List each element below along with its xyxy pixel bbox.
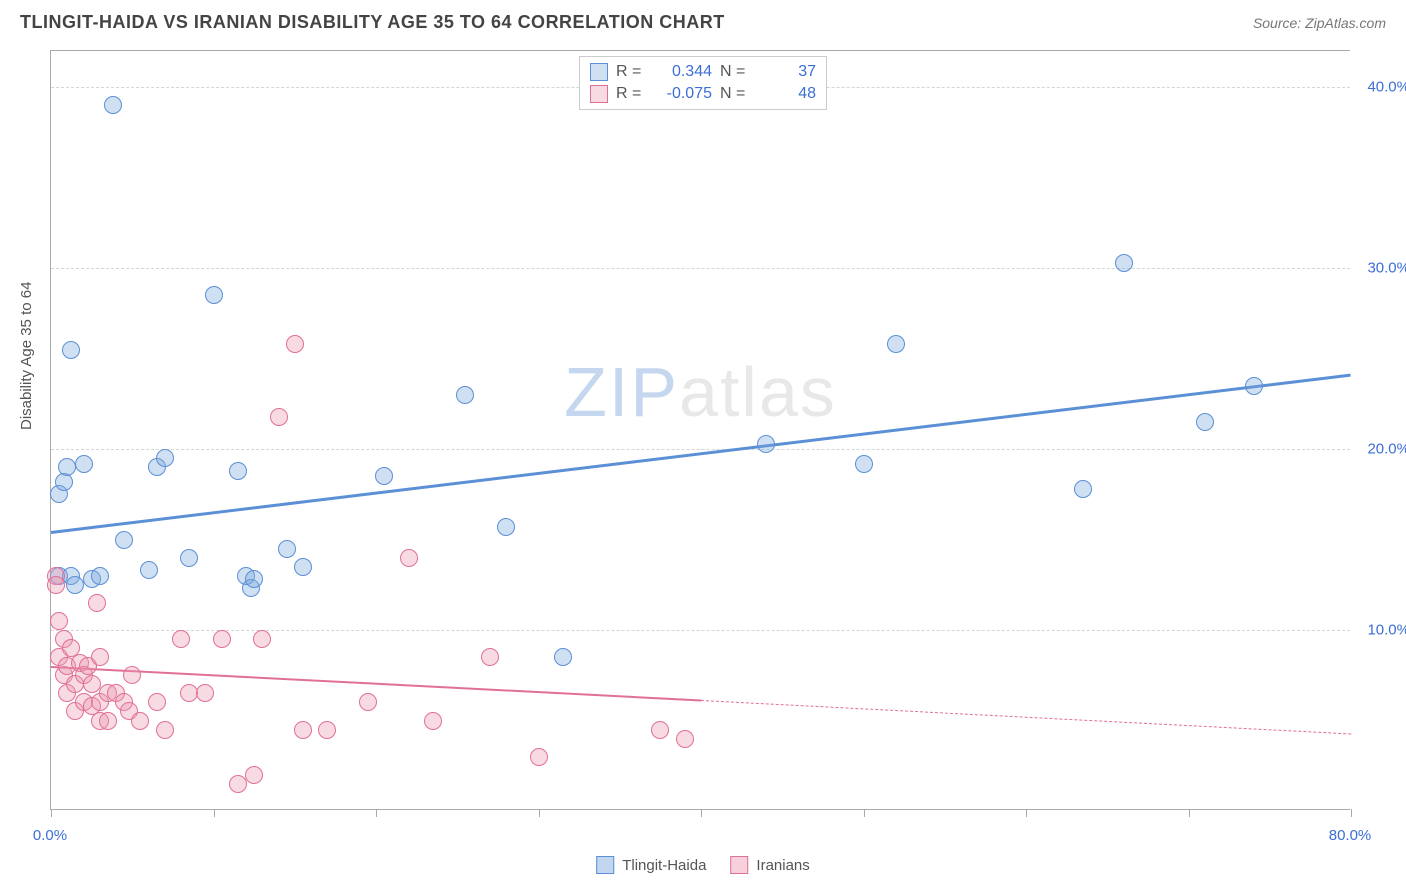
data-point — [91, 648, 109, 666]
data-point — [676, 730, 694, 748]
data-point — [62, 341, 80, 359]
source-attribution: Source: ZipAtlas.com — [1253, 15, 1386, 31]
x-tick — [539, 809, 540, 817]
data-point — [156, 449, 174, 467]
gridline-h — [51, 268, 1350, 269]
x-tick — [1351, 809, 1352, 817]
data-point — [318, 721, 336, 739]
data-point — [115, 531, 133, 549]
data-point — [83, 675, 101, 693]
trend-line — [701, 700, 1351, 734]
data-point — [148, 693, 166, 711]
data-point — [229, 462, 247, 480]
data-point — [270, 408, 288, 426]
data-point — [286, 335, 304, 353]
data-point — [88, 594, 106, 612]
data-point — [278, 540, 296, 558]
data-point — [156, 721, 174, 739]
data-point — [497, 518, 515, 536]
stat-row-series-1: R = -0.075 N = 48 — [590, 83, 816, 105]
n-value-0: 37 — [756, 63, 816, 81]
data-point — [1115, 254, 1133, 272]
data-point — [855, 455, 873, 473]
data-point — [245, 766, 263, 784]
data-point — [91, 567, 109, 585]
x-tick — [376, 809, 377, 817]
data-point — [1196, 413, 1214, 431]
chart-title: TLINGIT-HAIDA VS IRANIAN DISABILITY AGE … — [20, 12, 725, 33]
data-point — [50, 612, 68, 630]
legend-swatch-1 — [730, 856, 748, 874]
data-point — [481, 648, 499, 666]
chart-header: TLINGIT-HAIDA VS IRANIAN DISABILITY AGE … — [0, 0, 1406, 41]
data-point — [424, 712, 442, 730]
x-tick-label-max: 80.0% — [1329, 827, 1372, 844]
r-value-0: 0.344 — [652, 63, 712, 81]
data-point — [58, 458, 76, 476]
watermark: ZIPatlas — [564, 352, 837, 432]
n-value-1: 48 — [756, 85, 816, 103]
data-point — [1074, 480, 1092, 498]
legend-swatch-0 — [596, 856, 614, 874]
x-tick — [51, 809, 52, 817]
x-tick — [1026, 809, 1027, 817]
x-tick — [701, 809, 702, 817]
x-tick — [214, 809, 215, 817]
data-point — [359, 693, 377, 711]
swatch-series-0 — [590, 63, 608, 81]
data-point — [294, 721, 312, 739]
legend: Tlingit-Haida Iranians — [596, 856, 810, 874]
data-point — [229, 775, 247, 793]
data-point — [530, 748, 548, 766]
data-point — [205, 286, 223, 304]
x-tick — [1189, 809, 1190, 817]
data-point — [140, 561, 158, 579]
y-tick-label: 20.0% — [1355, 441, 1406, 458]
data-point — [400, 549, 418, 567]
trend-line — [51, 373, 1351, 533]
data-point — [180, 549, 198, 567]
y-tick-label: 10.0% — [1355, 622, 1406, 639]
x-tick-label-min: 0.0% — [33, 827, 67, 844]
data-point — [1245, 377, 1263, 395]
y-tick-label: 30.0% — [1355, 260, 1406, 277]
data-point — [99, 712, 117, 730]
correlation-stats-box: R = 0.344 N = 37 R = -0.075 N = 48 — [579, 56, 827, 110]
data-point — [47, 576, 65, 594]
data-point — [172, 630, 190, 648]
data-point — [245, 570, 263, 588]
data-point — [213, 630, 231, 648]
swatch-series-1 — [590, 85, 608, 103]
gridline-h — [51, 630, 1350, 631]
data-point — [757, 435, 775, 453]
data-point — [196, 684, 214, 702]
data-point — [104, 96, 122, 114]
data-point — [253, 630, 271, 648]
gridline-h — [51, 449, 1350, 450]
data-point — [294, 558, 312, 576]
data-point — [75, 455, 93, 473]
stat-row-series-0: R = 0.344 N = 37 — [590, 61, 816, 83]
data-point — [131, 712, 149, 730]
data-point — [554, 648, 572, 666]
data-point — [123, 666, 141, 684]
y-tick-label: 40.0% — [1355, 79, 1406, 96]
scatter-chart: ZIPatlas 10.0%20.0%30.0%40.0% — [50, 50, 1350, 810]
data-point — [887, 335, 905, 353]
y-axis-title: Disability Age 35 to 64 — [18, 282, 35, 430]
r-value-1: -0.075 — [652, 85, 712, 103]
legend-item-0: Tlingit-Haida — [596, 856, 706, 874]
data-point — [456, 386, 474, 404]
x-tick — [864, 809, 865, 817]
data-point — [375, 467, 393, 485]
legend-item-1: Iranians — [730, 856, 809, 874]
data-point — [651, 721, 669, 739]
